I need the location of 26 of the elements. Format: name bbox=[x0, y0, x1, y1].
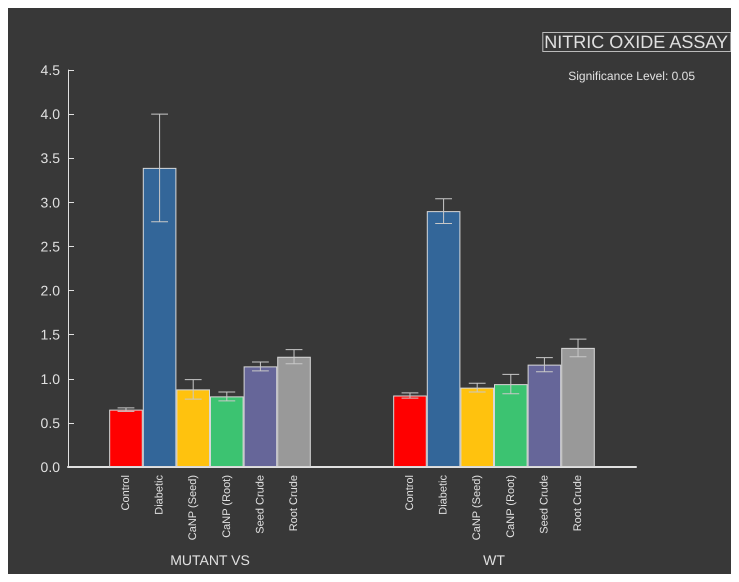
annotation: Significance Level: 0.05 bbox=[568, 69, 696, 83]
y-tick-label: 1.0 bbox=[40, 370, 60, 387]
y-tick-label: 4.5 bbox=[40, 62, 60, 78]
y-tick-label: 3.0 bbox=[40, 194, 60, 210]
text: Root Crude bbox=[288, 475, 300, 532]
chart-title: NITRIC OXIDE ASSAY bbox=[544, 32, 728, 52]
y-tick-label: 2.0 bbox=[40, 282, 60, 299]
x-tick-label: WT bbox=[483, 552, 506, 568]
text: CaNP (Seed) bbox=[471, 475, 484, 540]
text: Seed Crude bbox=[254, 475, 266, 534]
text: CaNP (Seed) bbox=[187, 475, 200, 540]
y-tick-label: 1.5 bbox=[40, 326, 60, 343]
text: Control bbox=[120, 475, 132, 510]
text: Diabetic bbox=[154, 474, 166, 515]
y-tick-label: 0.5 bbox=[40, 414, 60, 431]
text: CaNP (Root) bbox=[220, 475, 233, 538]
y-tick-label: 4.0 bbox=[40, 106, 60, 122]
y-tick-label: 0.0 bbox=[40, 459, 60, 475]
x-tick-label: MUTANT VS bbox=[170, 552, 250, 568]
text: CaNP (Root) bbox=[504, 475, 517, 538]
y-tick-label: 3.5 bbox=[40, 150, 60, 166]
text: Seed Crude bbox=[538, 475, 550, 534]
text: Root Crude bbox=[572, 475, 584, 532]
text: Diabetic bbox=[438, 475, 450, 515]
text: Control bbox=[404, 475, 416, 510]
y-tick-label: 2.5 bbox=[40, 238, 60, 254]
